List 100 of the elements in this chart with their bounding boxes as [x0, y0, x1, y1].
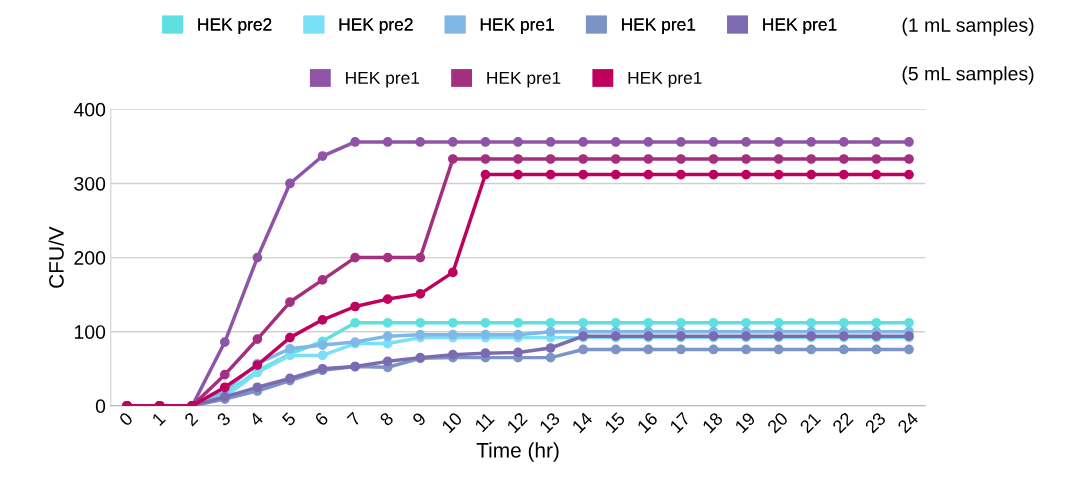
point: [480, 317, 491, 328]
point: [610, 344, 621, 355]
y-tick-label: 0: [95, 399, 106, 414]
x-tick-label: 15: [604, 411, 626, 434]
point: [382, 356, 393, 367]
legend-label: HEK pre2: [339, 18, 413, 34]
legend-label: HEK pre1: [480, 18, 554, 34]
point: [480, 137, 491, 147]
point: [252, 382, 263, 393]
point: [806, 154, 817, 164]
x-tick-label: 5: [281, 411, 297, 427]
point: [708, 154, 719, 164]
point: [513, 317, 523, 328]
point: [578, 317, 589, 328]
x-tick-label: 18: [701, 411, 724, 434]
point: [838, 169, 849, 180]
point: [480, 348, 491, 359]
point: [285, 178, 295, 189]
y-tick-label: 200: [74, 251, 106, 265]
point: [676, 344, 686, 355]
x-tick-label: 19: [734, 411, 757, 434]
x-tick-label: 21: [799, 411, 822, 434]
point: [871, 317, 882, 328]
point: [708, 317, 719, 328]
point: [708, 344, 719, 355]
x-tick-label: 10: [441, 411, 463, 434]
point: [806, 317, 817, 328]
point: [252, 334, 263, 344]
point: [904, 169, 914, 180]
point: [610, 154, 621, 164]
point: [643, 154, 654, 164]
point: [904, 317, 914, 328]
point: [806, 169, 817, 180]
x-axis-title: Time (hr): [476, 442, 559, 462]
point: [382, 294, 393, 304]
point: [773, 154, 784, 164]
point: [317, 350, 328, 361]
legend-label: HEK pre1: [622, 18, 696, 34]
x-tick-label: 13: [538, 411, 561, 434]
point: [350, 252, 360, 263]
point: [708, 169, 719, 180]
point: [578, 154, 589, 164]
point: [415, 252, 426, 263]
x-tick-label: 7: [346, 411, 362, 427]
point: [350, 137, 360, 147]
x-tick-label: 23: [864, 411, 887, 434]
point: [904, 344, 914, 355]
point: [545, 352, 556, 363]
x-tick-label: 24: [896, 411, 920, 434]
point: [448, 154, 458, 164]
point: [415, 289, 426, 299]
point: [643, 317, 654, 328]
x-tick-label: 16: [636, 411, 659, 434]
point: [285, 297, 295, 307]
y-axis-title: CFU/V: [48, 226, 64, 288]
point: [480, 169, 491, 180]
point: [741, 137, 751, 147]
point: [448, 317, 458, 328]
point: [838, 154, 849, 164]
y-tick-label: 300: [74, 176, 106, 191]
x-tick-label: 3: [216, 411, 232, 427]
point: [741, 344, 751, 355]
legend-label: HEK pre1: [628, 71, 702, 88]
point: [285, 343, 295, 354]
point: [415, 317, 426, 328]
point: [545, 343, 556, 353]
x-tick-label: 12: [506, 411, 528, 434]
x-tick-label: 1: [151, 411, 166, 427]
point: [773, 317, 784, 328]
x-tick-label: 22: [831, 411, 854, 434]
point: [382, 137, 393, 147]
point: [513, 347, 523, 358]
x-tick-label: 0: [118, 411, 134, 427]
x-tick-label: 6: [314, 411, 329, 427]
point: [741, 169, 751, 180]
point: [773, 169, 784, 180]
point: [773, 137, 784, 147]
point: [513, 169, 523, 180]
point: [578, 137, 589, 147]
point: [610, 169, 621, 180]
y-tick-label: 400: [73, 102, 106, 117]
point: [219, 382, 230, 393]
point: [513, 154, 523, 164]
point: [904, 154, 914, 164]
point: [871, 344, 882, 355]
point: [676, 154, 686, 164]
point: [708, 137, 719, 147]
point: [317, 274, 328, 285]
point: [545, 137, 556, 147]
point: [610, 137, 621, 147]
point: [643, 344, 654, 355]
point: [643, 169, 654, 180]
point: [317, 151, 328, 161]
x-tick-label: 20: [766, 411, 789, 434]
point: [676, 137, 686, 147]
point: [838, 137, 849, 147]
point: [741, 317, 751, 328]
point: [741, 154, 751, 164]
point: [350, 317, 360, 328]
point: [806, 137, 817, 147]
